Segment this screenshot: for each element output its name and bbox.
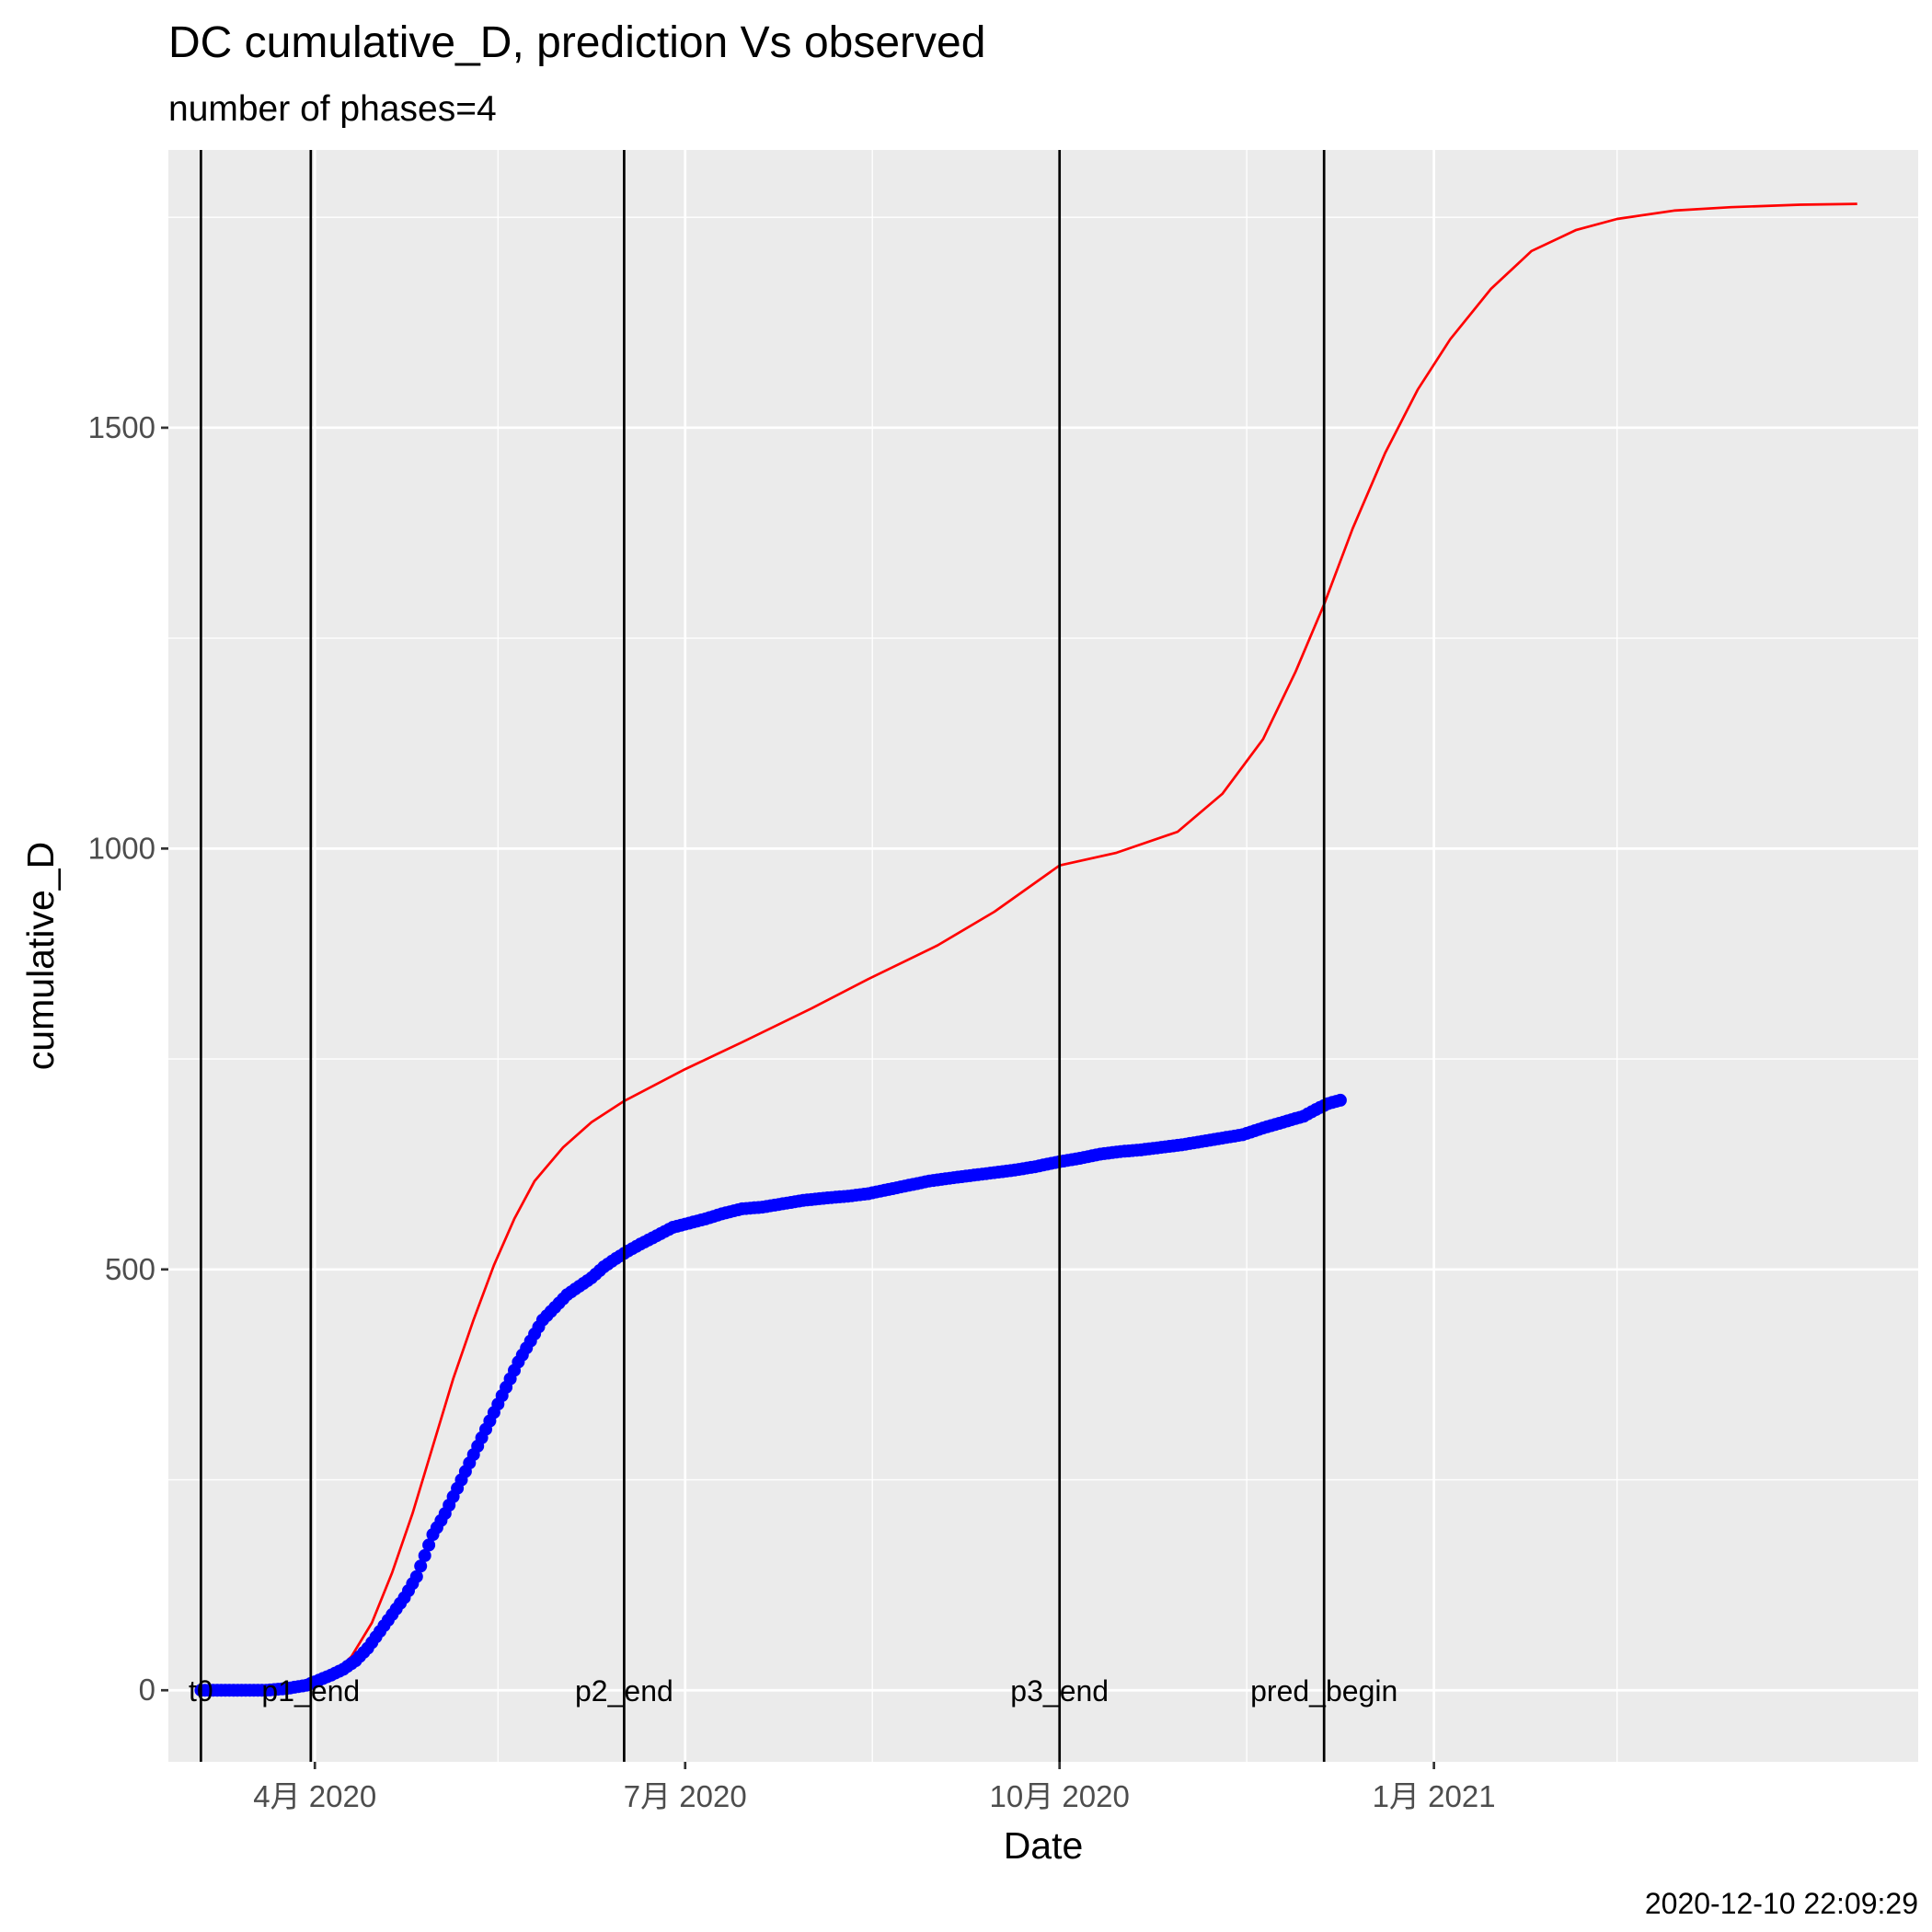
axis-ticks: 0 500 1000 1500 4月 2020 7月 2020 10月 2020 1月 202… <box>88 410 1496 1813</box>
phase-boundary-label: t0 <box>189 1674 213 1708</box>
series-layer <box>194 202 1857 1697</box>
y-tick-label: 1500 <box>88 410 155 444</box>
x-tick-label: 4月 2020 <box>253 1779 376 1813</box>
phase-boundary-label: p3_end <box>1010 1674 1109 1708</box>
x-tick-label: 1月 2021 <box>1373 1779 1496 1813</box>
y-tick-label: 500 <box>105 1252 155 1286</box>
plot-panel <box>168 150 1918 1762</box>
observed-point <box>414 1559 428 1573</box>
y-axis-title: cumulative_D <box>19 842 62 1070</box>
grid-major <box>168 150 1918 1762</box>
observed-point <box>409 1570 423 1583</box>
y-tick-label: 1000 <box>88 831 155 865</box>
observed-point <box>418 1548 431 1562</box>
vertical-lines: t0 p1_end p2_end p3_end pred_begin <box>189 150 1397 1762</box>
prediction-line <box>201 202 1857 1692</box>
chart-subtitle: number of phases=4 <box>168 89 497 129</box>
y-tick-label: 0 <box>139 1673 155 1707</box>
phase-boundary-label: p2_end <box>575 1674 673 1708</box>
phase-boundary-label: p1_end <box>261 1674 360 1708</box>
x-axis-title: Date <box>1004 1824 1084 1867</box>
chart-title: DC cumulative_D, prediction Vs observed <box>168 18 985 67</box>
observed-point <box>1333 1093 1347 1107</box>
observed-point <box>422 1538 436 1552</box>
timestamp-caption: 2020-12-10 22:09:29 <box>1645 1887 1918 1920</box>
grid-minor <box>168 150 1918 1762</box>
x-tick-label: 7月 2020 <box>624 1779 747 1813</box>
x-tick-label: 10月 2020 <box>990 1779 1130 1813</box>
phase-boundary-label: pred_begin <box>1250 1674 1397 1708</box>
